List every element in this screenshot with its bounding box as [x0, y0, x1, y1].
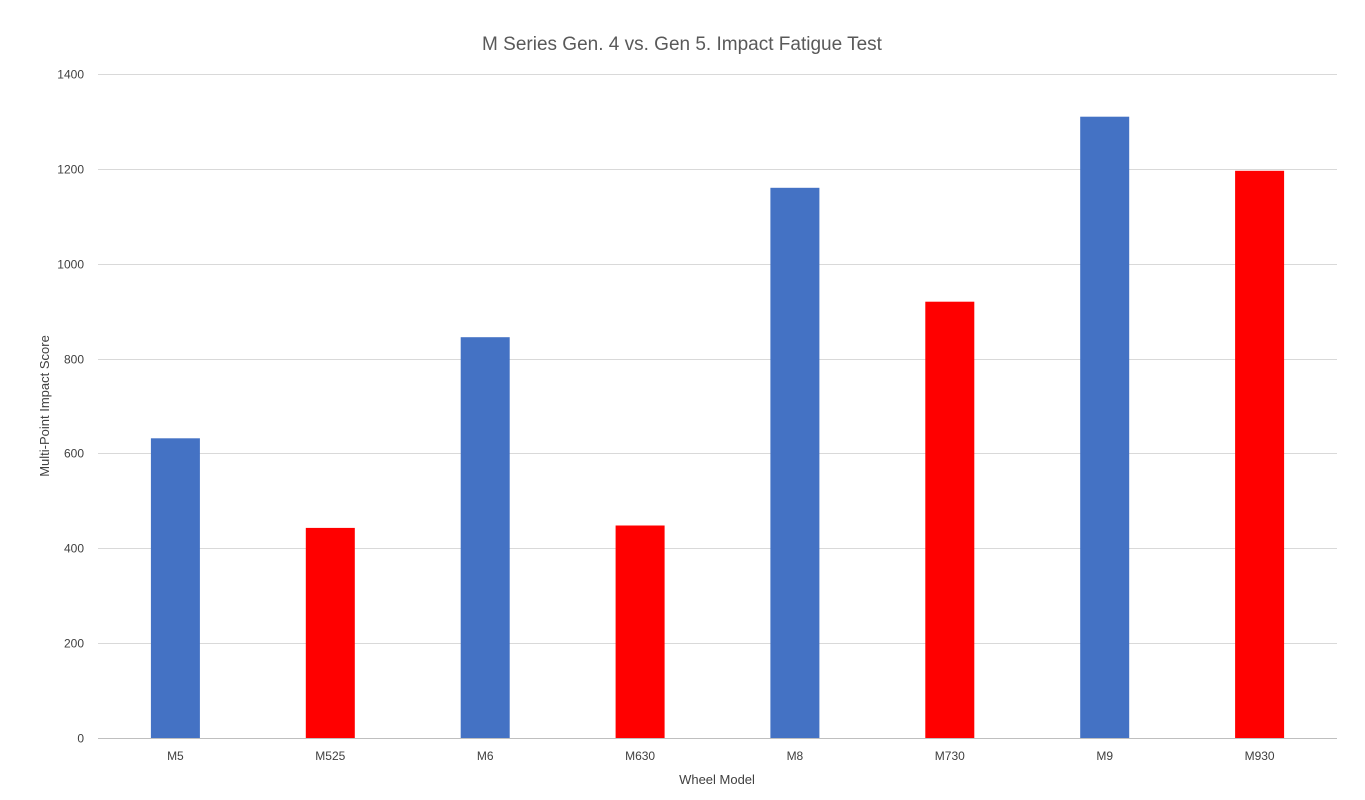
bar-m525: [305, 527, 355, 738]
y-tick-label: 0: [77, 732, 84, 746]
y-axis-ticks: 0 200 400 600 800 1000 1200 1400: [57, 68, 84, 746]
bar-m630: [615, 525, 665, 738]
x-tick-label: M525: [315, 749, 345, 763]
bar-m8: [770, 187, 820, 739]
bar-m730: [925, 301, 975, 738]
y-tick-label: 1400: [57, 68, 84, 82]
bar-m5: [150, 438, 200, 738]
y-tick-label: 800: [64, 353, 84, 367]
bar-m9: [1080, 116, 1130, 738]
y-tick-label: 1200: [57, 163, 84, 177]
x-tick-label: M630: [625, 749, 655, 763]
x-tick-label: M8: [787, 749, 804, 763]
y-axis-title: Multi-Point Impact Score: [37, 335, 52, 477]
y-tick-label: 400: [64, 542, 84, 556]
x-axis-ticks: M5 M525 M6 M630 M8 M730 M9 M930: [167, 749, 1275, 763]
x-axis-title: Wheel Model: [679, 772, 755, 787]
chart-title: M Series Gen. 4 vs. Gen 5. Impact Fatigu…: [482, 34, 883, 55]
bar-m930: [1235, 170, 1285, 739]
x-tick-label: M6: [477, 749, 494, 763]
y-tick-label: 1000: [57, 258, 84, 272]
x-tick-label: M5: [167, 749, 184, 763]
bars: [150, 116, 1285, 739]
x-tick-label: M9: [1096, 749, 1113, 763]
x-tick-label: M730: [935, 749, 965, 763]
x-tick-label: M930: [1245, 749, 1275, 763]
bar-m6: [460, 337, 510, 738]
gridlines: [98, 74, 1337, 644]
y-tick-label: 600: [64, 447, 84, 461]
y-tick-label: 200: [64, 637, 84, 651]
